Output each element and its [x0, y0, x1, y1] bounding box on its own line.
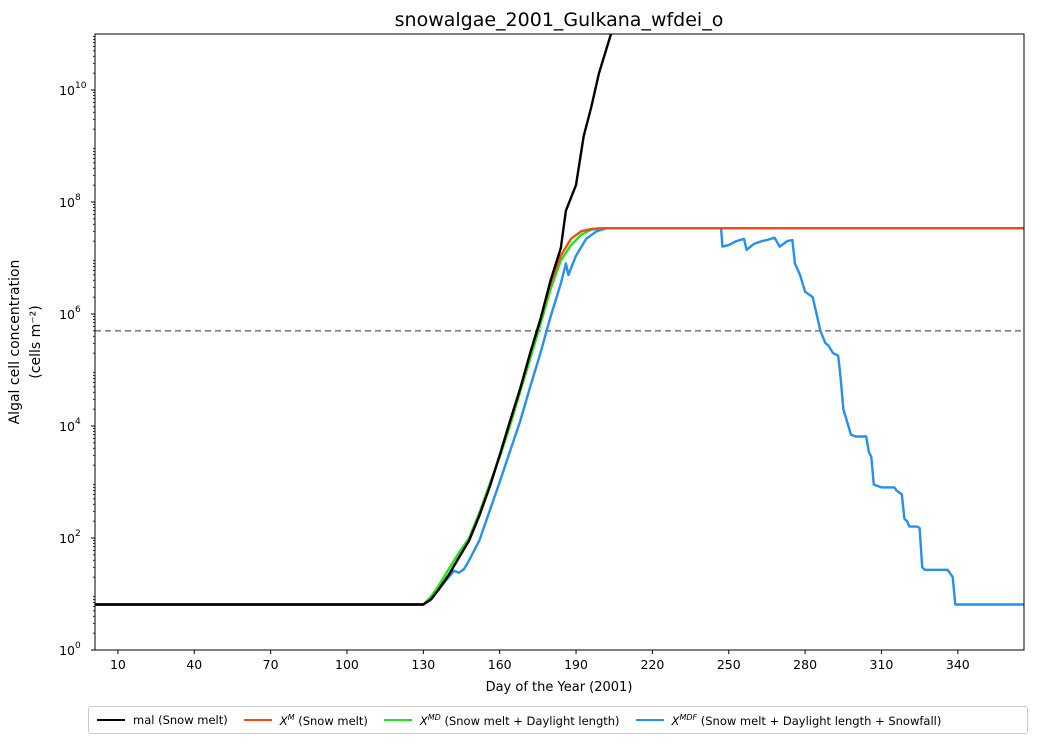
legend-label-xmd: XMD (Snow melt + Daylight length) [419, 712, 620, 728]
legend-item-xmd: XMD (Snow melt + Daylight length) [383, 712, 620, 728]
legend-label-mal: mal (Snow melt) [133, 713, 228, 727]
legend-label-xmdf: XMDF (Snow melt + Daylight length + Snow… [671, 712, 942, 728]
legend-swatch-mal [97, 719, 125, 721]
y-tick-exponent: 4 [75, 417, 81, 427]
x-tick-label: 70 [263, 657, 279, 672]
y-tick-exponent: 2 [75, 529, 81, 539]
x-axis: 10 40 70 100 130 160 190 220 250 280 310 340 [110, 650, 970, 672]
legend-label-xm: XM (Snow melt) [279, 712, 368, 728]
x-tick-label: 40 [186, 657, 202, 672]
x-tick-label: 250 [717, 657, 741, 672]
legend-item-xmdf: XMDF (Snow melt + Daylight length + Snow… [635, 712, 942, 728]
series-line-0 [95, 34, 613, 606]
y-tick-exponent: 8 [75, 193, 81, 203]
y-tick-label: 10 [59, 531, 75, 546]
y-tick-label: 10 [59, 419, 75, 434]
y-tick-exponent: 0 [75, 641, 81, 651]
y-tick-label: 10 [59, 643, 75, 658]
legend-swatch-xmdf [635, 718, 664, 721]
x-tick-label: 130 [411, 657, 435, 672]
x-axis-label: Day of the Year (2001) [486, 680, 633, 695]
legend-swatch-xm [243, 718, 272, 721]
y-tick-exponent: 10 [75, 81, 87, 91]
y-tick-label: 10 [59, 83, 75, 98]
x-tick-label: 100 [335, 657, 359, 672]
plot-frame [94, 33, 1025, 651]
x-tick-label: 280 [793, 657, 817, 672]
legend-item-xm: XM (Snow melt) [243, 712, 368, 728]
series-line-2 [95, 227, 1024, 606]
y-axis-label-line2: (cells m⁻²) [28, 305, 44, 378]
y-tick-exponent: 6 [75, 305, 81, 315]
plot-area [94, 33, 1025, 651]
x-tick-label: 310 [870, 657, 894, 672]
y-tick-label: 10 [59, 195, 75, 210]
legend-swatch-xmd [383, 718, 412, 721]
series-layer [95, 34, 1024, 606]
x-tick-label: 220 [640, 657, 664, 672]
chart-title: snowalgae_2001_Gulkana_wfdei_o [395, 9, 724, 31]
y-axis-label-line1: Algal cell concentration [7, 260, 23, 425]
series-line-3 [95, 227, 1024, 606]
x-tick-label: 340 [946, 657, 970, 672]
y-tick-label: 10 [59, 307, 75, 322]
x-tick-label: 190 [564, 657, 588, 672]
legend: mal (Snow melt) XM (Snow melt) XMD (Snow… [88, 706, 1028, 734]
x-tick-label: 10 [110, 657, 126, 672]
legend-item-mal: mal (Snow melt) [97, 713, 228, 727]
x-tick-label: 160 [488, 657, 512, 672]
